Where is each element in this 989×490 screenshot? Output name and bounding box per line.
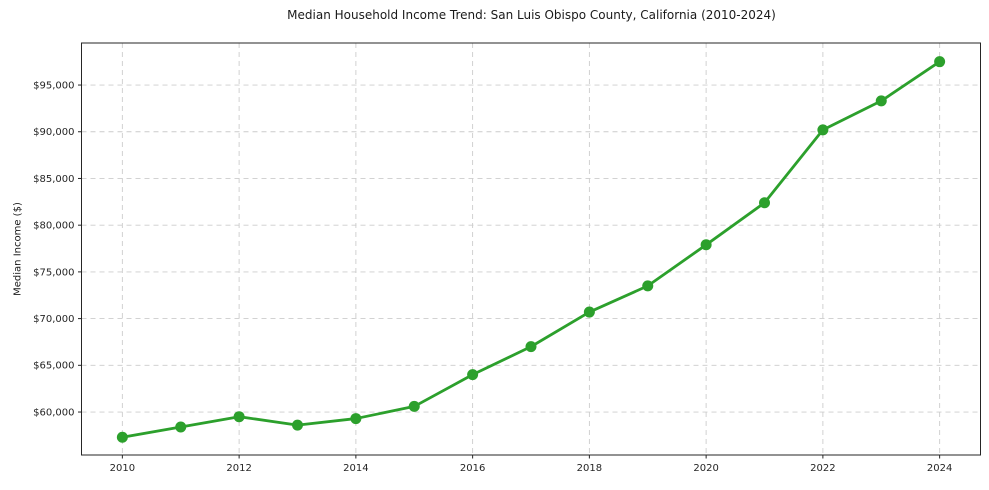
x-tick-label: 2020: [693, 463, 718, 474]
data-point-marker: [875, 95, 887, 107]
data-point-marker: [350, 413, 362, 425]
y-tick-label: $60,000: [33, 407, 74, 418]
y-tick-label: $80,000: [33, 221, 74, 232]
data-point-marker: [408, 400, 420, 412]
x-tick-label: 2018: [577, 463, 602, 474]
data-point-marker: [759, 197, 771, 209]
data-point-marker: [116, 431, 128, 443]
data-point-marker: [934, 56, 946, 68]
trend-line: [120, 60, 942, 439]
data-point-marker: [175, 421, 187, 433]
x-tick-label: 2016: [460, 463, 485, 474]
data-point-marker: [291, 419, 303, 431]
plot-border: [81, 42, 981, 456]
data-point-marker: [642, 280, 654, 292]
x-tick-label: 2014: [343, 463, 368, 474]
y-tick-label: $70,000: [33, 314, 74, 325]
data-point-marker: [817, 124, 829, 136]
data-point-marker: [467, 369, 479, 381]
x-tick-label: 2012: [226, 463, 251, 474]
data-point-marker: [583, 306, 595, 318]
chart-title: Median Household Income Trend: San Luis …: [287, 8, 776, 22]
data-point-marker: [700, 239, 712, 251]
x-tick-label: 2010: [110, 463, 135, 474]
data-point-marker: [525, 341, 537, 353]
y-tick-label: $85,000: [33, 174, 74, 185]
y-tick-label: $75,000: [33, 267, 74, 278]
x-tick-label: 2022: [810, 463, 835, 474]
data-point-marker: [233, 411, 245, 423]
y-tick-label: $95,000: [33, 80, 74, 91]
y-tick-label: $65,000: [33, 361, 74, 372]
x-tick-label: 2024: [927, 463, 952, 474]
y-tick-label: $90,000: [33, 127, 74, 138]
